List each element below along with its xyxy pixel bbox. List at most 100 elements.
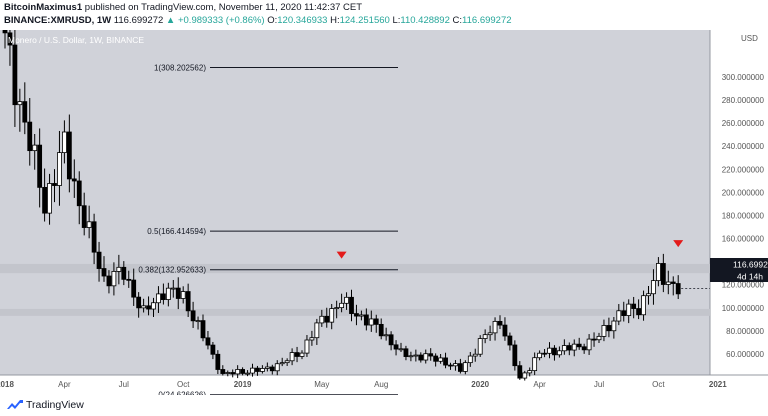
close-label: C: (452, 15, 463, 26)
tradingview-brand[interactable]: TradingView (26, 399, 84, 411)
candle-body (477, 338, 483, 355)
time-tick-label: 2020 (471, 380, 489, 389)
candle-body (66, 131, 72, 180)
candle-body (250, 367, 255, 374)
candle-body (151, 302, 156, 310)
price-tick-label: 180.000000 (722, 211, 765, 220)
price-chart[interactable]: 1(308.202562) 0.5(166.414594) 0.382(132.95… (0, 29, 768, 400)
candle-body (646, 293, 651, 297)
candle-body (378, 323, 384, 337)
candle-body (17, 101, 23, 106)
candle-body (621, 310, 627, 316)
candle-body (517, 365, 523, 379)
candle-body (126, 278, 132, 281)
price-unit-label: USD (741, 34, 758, 43)
candle-body (131, 279, 137, 298)
candle-body (309, 337, 315, 341)
low-value: 110.428892 (400, 15, 450, 26)
tradingview-logo-icon[interactable] (6, 398, 24, 412)
candle-body (264, 366, 270, 369)
time-axis[interactable] (0, 375, 768, 395)
time-tick-label: May (314, 380, 329, 389)
plot-background (0, 30, 710, 375)
candle-body (433, 355, 439, 362)
candle-body (537, 352, 542, 359)
candle-body (557, 350, 562, 356)
candle-body (200, 320, 206, 339)
candle-body (354, 313, 359, 317)
candle-body (472, 353, 478, 357)
candle-body (106, 275, 112, 287)
candle-body (665, 281, 671, 285)
close-value: 116.699272 (462, 15, 512, 26)
candle-body (576, 343, 582, 348)
price-change: +0.989333 (+0.86%) (177, 15, 265, 26)
candle-body (393, 344, 399, 350)
publish-header: BitcoinMaximus1 published on TradingView… (0, 0, 768, 30)
resistance-zone (0, 263, 710, 274)
time-tick-label: 2018 (0, 380, 14, 389)
time-tick-label: 2021 (709, 380, 727, 389)
chart-area[interactable]: 1(308.202562) 0.5(166.414594) 0.382(132.95… (0, 29, 768, 400)
candle-body (656, 263, 661, 282)
candle-body (111, 271, 117, 287)
candle-body (245, 372, 250, 375)
candle-body (547, 347, 552, 354)
candle-body (32, 144, 38, 152)
high-label: H: (330, 15, 340, 26)
price-axis[interactable] (710, 30, 768, 375)
candle-body (215, 353, 221, 370)
candle-body (542, 352, 547, 355)
candle-body (611, 320, 617, 332)
candle-body (512, 344, 518, 367)
candle-body (279, 362, 285, 365)
candle-body (349, 296, 354, 314)
price-tick-label: 240.000000 (722, 142, 765, 151)
candle-body (660, 263, 666, 285)
candle-body (418, 354, 424, 361)
countdown-box (710, 270, 768, 282)
candle-body (532, 357, 538, 372)
candle-body (2, 29, 8, 34)
time-tick-label: Oct (652, 380, 665, 389)
candle-body (482, 334, 488, 339)
price-tick-label: 160.000000 (722, 235, 765, 244)
candle-body (91, 221, 97, 253)
candle-body (344, 296, 349, 304)
candle-body (81, 205, 87, 228)
price-tick-label: 200.000000 (722, 188, 765, 197)
candle-body (160, 293, 166, 300)
red-triangle-marker-icon (336, 251, 347, 259)
fib-label-0.5: 0.5(166.414594) (147, 227, 206, 236)
candle-body (294, 352, 300, 357)
candle-body (601, 325, 607, 337)
candle-body (86, 221, 92, 228)
candle-body (116, 266, 122, 272)
candle-body (591, 338, 597, 341)
candle-body (7, 32, 13, 46)
price-tick-label: 260.000000 (722, 119, 765, 128)
candle-body (453, 363, 458, 367)
candle-body (339, 302, 345, 309)
candle-body (329, 308, 335, 323)
time-tick-label: Oct (177, 380, 190, 389)
candle-body (502, 324, 508, 337)
candle-body (527, 370, 533, 374)
candle-body (185, 291, 191, 312)
author-name[interactable]: BitcoinMaximus1 (4, 2, 83, 13)
candle-body (101, 268, 107, 277)
candle-body (457, 363, 463, 372)
fib-label-0.382: 0.382(132.952633) (138, 266, 206, 275)
candle-body (388, 334, 394, 346)
candle-body (314, 322, 320, 339)
candle-body (37, 144, 43, 188)
candle-body (71, 178, 77, 182)
time-tick-label: Jul (594, 380, 604, 389)
price-tick-label: 280.000000 (722, 96, 765, 105)
candle-body (566, 345, 572, 351)
current-price-label: 116.699272 (733, 260, 768, 270)
candle-body (448, 364, 453, 367)
publish-line: BitcoinMaximus1 published on TradingView… (4, 2, 362, 13)
candle-body (492, 320, 498, 334)
candle-body (334, 307, 340, 310)
